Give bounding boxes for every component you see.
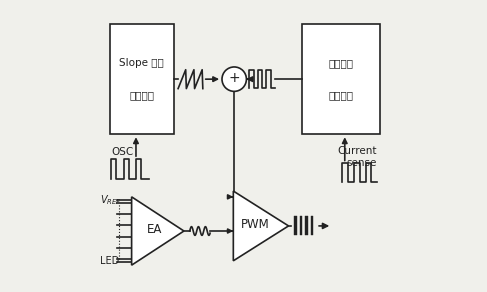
Text: 产生电路: 产生电路 <box>129 90 154 100</box>
Text: 放大电路: 放大电路 <box>328 90 354 100</box>
Circle shape <box>222 67 246 91</box>
FancyBboxPatch shape <box>301 24 380 134</box>
Text: Current
sense: Current sense <box>337 146 377 168</box>
FancyBboxPatch shape <box>110 24 174 134</box>
Bar <box>305 216 307 235</box>
Text: OSC: OSC <box>111 147 133 157</box>
Text: EA: EA <box>147 223 163 236</box>
Polygon shape <box>233 191 288 261</box>
Text: +: + <box>228 71 240 85</box>
Text: 电流采样: 电流采样 <box>328 58 354 68</box>
Text: Slope 信号: Slope 信号 <box>119 58 164 68</box>
Text: $V_{REF}$: $V_{REF}$ <box>100 193 121 207</box>
Text: LED: LED <box>100 256 119 266</box>
Bar <box>311 216 313 235</box>
Polygon shape <box>131 197 184 265</box>
Bar <box>294 216 297 235</box>
Bar <box>300 216 302 235</box>
Text: PWM: PWM <box>241 218 269 231</box>
